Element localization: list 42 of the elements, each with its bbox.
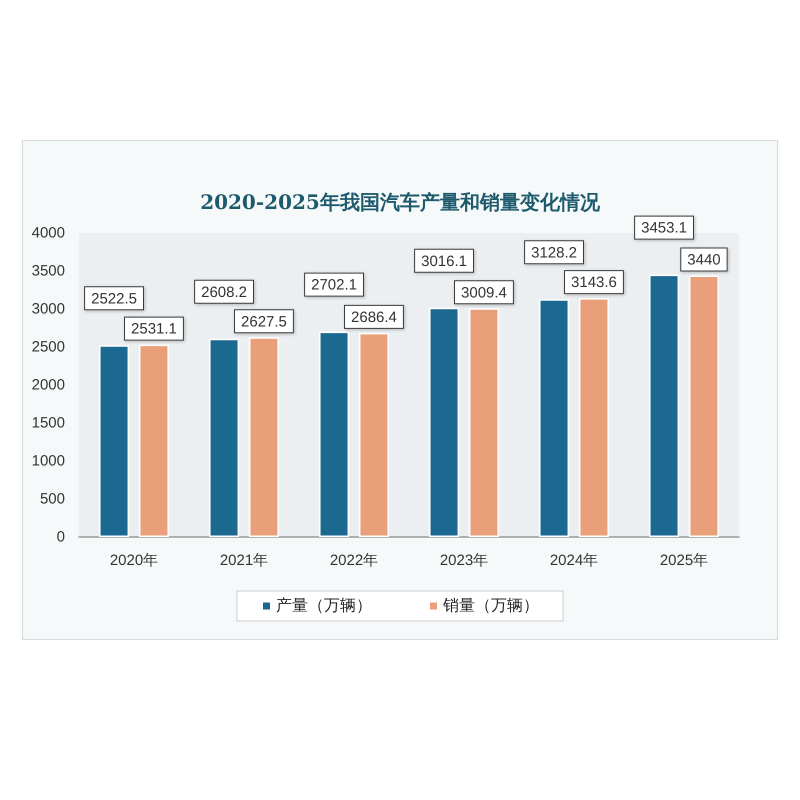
chart-title: 2020-2025年我国汽车产量和销量变化情况 — [200, 190, 601, 214]
x-tick-label: 2023年 — [440, 552, 488, 569]
bar — [468, 308, 499, 537]
y-tick-label: 2000 — [32, 376, 65, 394]
x-tick-label: 2020年 — [110, 552, 158, 569]
bar — [358, 332, 389, 537]
bar — [138, 344, 169, 537]
data-label: 3453.1 — [641, 220, 687, 237]
y-tick-label: 500 — [40, 490, 65, 508]
y-tick-label: 3000 — [32, 300, 65, 318]
x-tick-label: 2022年 — [330, 552, 378, 569]
bar — [688, 276, 719, 537]
bar — [99, 345, 130, 537]
data-label: 3128.2 — [531, 244, 577, 262]
bar — [539, 299, 570, 537]
bar — [429, 308, 460, 537]
data-label: 2702.1 — [311, 276, 357, 294]
data-label: 3440 — [687, 252, 721, 269]
y-tick-label: 2500 — [32, 338, 65, 356]
y-tick-label: 1000 — [32, 452, 65, 470]
y-tick-label: 0 — [56, 528, 65, 546]
data-label: 2522.5 — [91, 290, 137, 308]
data-label: 3143.6 — [571, 274, 617, 292]
bar — [248, 337, 279, 537]
bar — [319, 332, 350, 537]
y-tick-label: 4000 — [32, 224, 65, 242]
data-label: 3009.4 — [461, 284, 507, 302]
bar — [209, 338, 240, 537]
legend-label: 销量（万辆） — [442, 598, 539, 614]
y-tick-label: 3500 — [32, 262, 65, 280]
data-label: 3016.1 — [421, 252, 467, 270]
legend-label: 产量（万辆） — [276, 596, 372, 614]
data-label: 2686.4 — [351, 308, 397, 326]
data-label: 2608.2 — [201, 284, 247, 301]
bar — [578, 298, 609, 537]
x-tick-label: 2024年 — [550, 552, 598, 569]
data-label: 2627.5 — [241, 313, 287, 330]
x-tick-label: 2025年 — [660, 552, 708, 569]
x-tick-label: 2021年 — [220, 552, 268, 569]
y-tick-label: 1500 — [32, 414, 65, 432]
data-label: 2531.1 — [131, 320, 177, 338]
bar — [649, 274, 680, 537]
